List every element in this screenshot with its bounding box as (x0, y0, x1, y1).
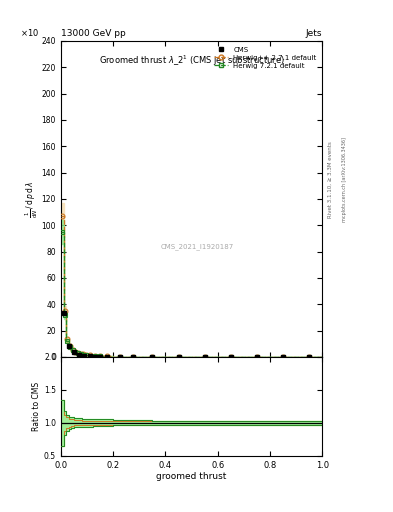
Text: $\times 10$: $\times 10$ (20, 27, 39, 38)
Text: CMS_2021_I1920187: CMS_2021_I1920187 (160, 243, 233, 250)
X-axis label: groomed thrust: groomed thrust (156, 472, 227, 481)
Text: mcplots.cern.ch [arXiv:1306.3436]: mcplots.cern.ch [arXiv:1306.3436] (342, 137, 347, 222)
Text: 13000 GeV pp: 13000 GeV pp (61, 29, 126, 38)
Y-axis label: $\frac{1}{\mathrm{d}N}\,/\,\mathrm{d}\,p\,\mathrm{d}\,\lambda$: $\frac{1}{\mathrm{d}N}\,/\,\mathrm{d}\,p… (24, 180, 40, 218)
Y-axis label: Ratio to CMS: Ratio to CMS (32, 382, 41, 431)
Text: Rivet 3.1.10, ≥ 3.3M events: Rivet 3.1.10, ≥ 3.3M events (328, 141, 333, 218)
Legend: CMS, Herwig++ 2.7.1 default, Herwig 7.2.1 default: CMS, Herwig++ 2.7.1 default, Herwig 7.2.… (212, 45, 319, 71)
Text: Groomed thrust $\lambda\_2^1$ (CMS jet substructure): Groomed thrust $\lambda\_2^1$ (CMS jet s… (99, 54, 285, 68)
Text: Jets: Jets (306, 29, 322, 38)
